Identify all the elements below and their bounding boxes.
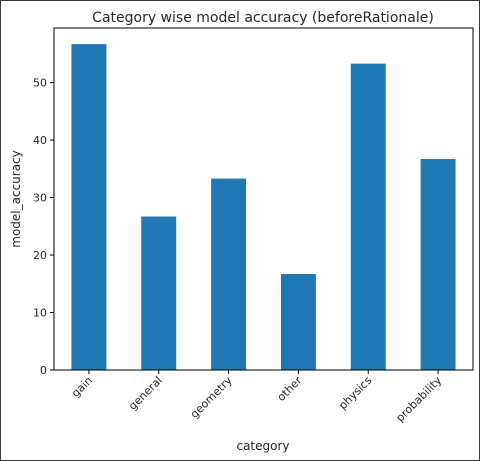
bar-probability (420, 159, 456, 370)
x-axis-ticks: gain general geometry other physics probabili… (69, 370, 445, 425)
bar-gain (71, 44, 107, 370)
x-tick-label-geometry: geometry (188, 374, 235, 421)
x-tick-label-other: other (275, 374, 305, 404)
bar-other (280, 274, 316, 370)
y-tick-label-40: 40 (33, 134, 47, 147)
x-axis-label: category (236, 439, 289, 453)
chart-title: Category wise model accuracy (beforeRati… (92, 10, 434, 26)
y-tick-label-50: 50 (33, 77, 47, 90)
y-axis-label: model_accuracy (9, 150, 23, 248)
y-axis-ticks: 0 10 20 30 40 50 (33, 77, 54, 377)
x-tick-label-general: general (126, 374, 165, 413)
x-tick-label-probability: probability (394, 374, 445, 425)
y-tick-label-0: 0 (40, 364, 47, 377)
x-tick-label-physics: physics (336, 374, 374, 412)
bar-geometry (211, 178, 247, 370)
x-tick-label-gain: gain (69, 374, 95, 400)
plot-area-frame (53, 27, 474, 371)
y-tick-label-30: 30 (33, 192, 47, 205)
bars-group (71, 44, 456, 371)
bar-physics (350, 63, 386, 371)
y-tick-label-20: 20 (33, 249, 47, 262)
bar-general (141, 216, 177, 370)
y-tick-label-10: 10 (33, 307, 47, 320)
